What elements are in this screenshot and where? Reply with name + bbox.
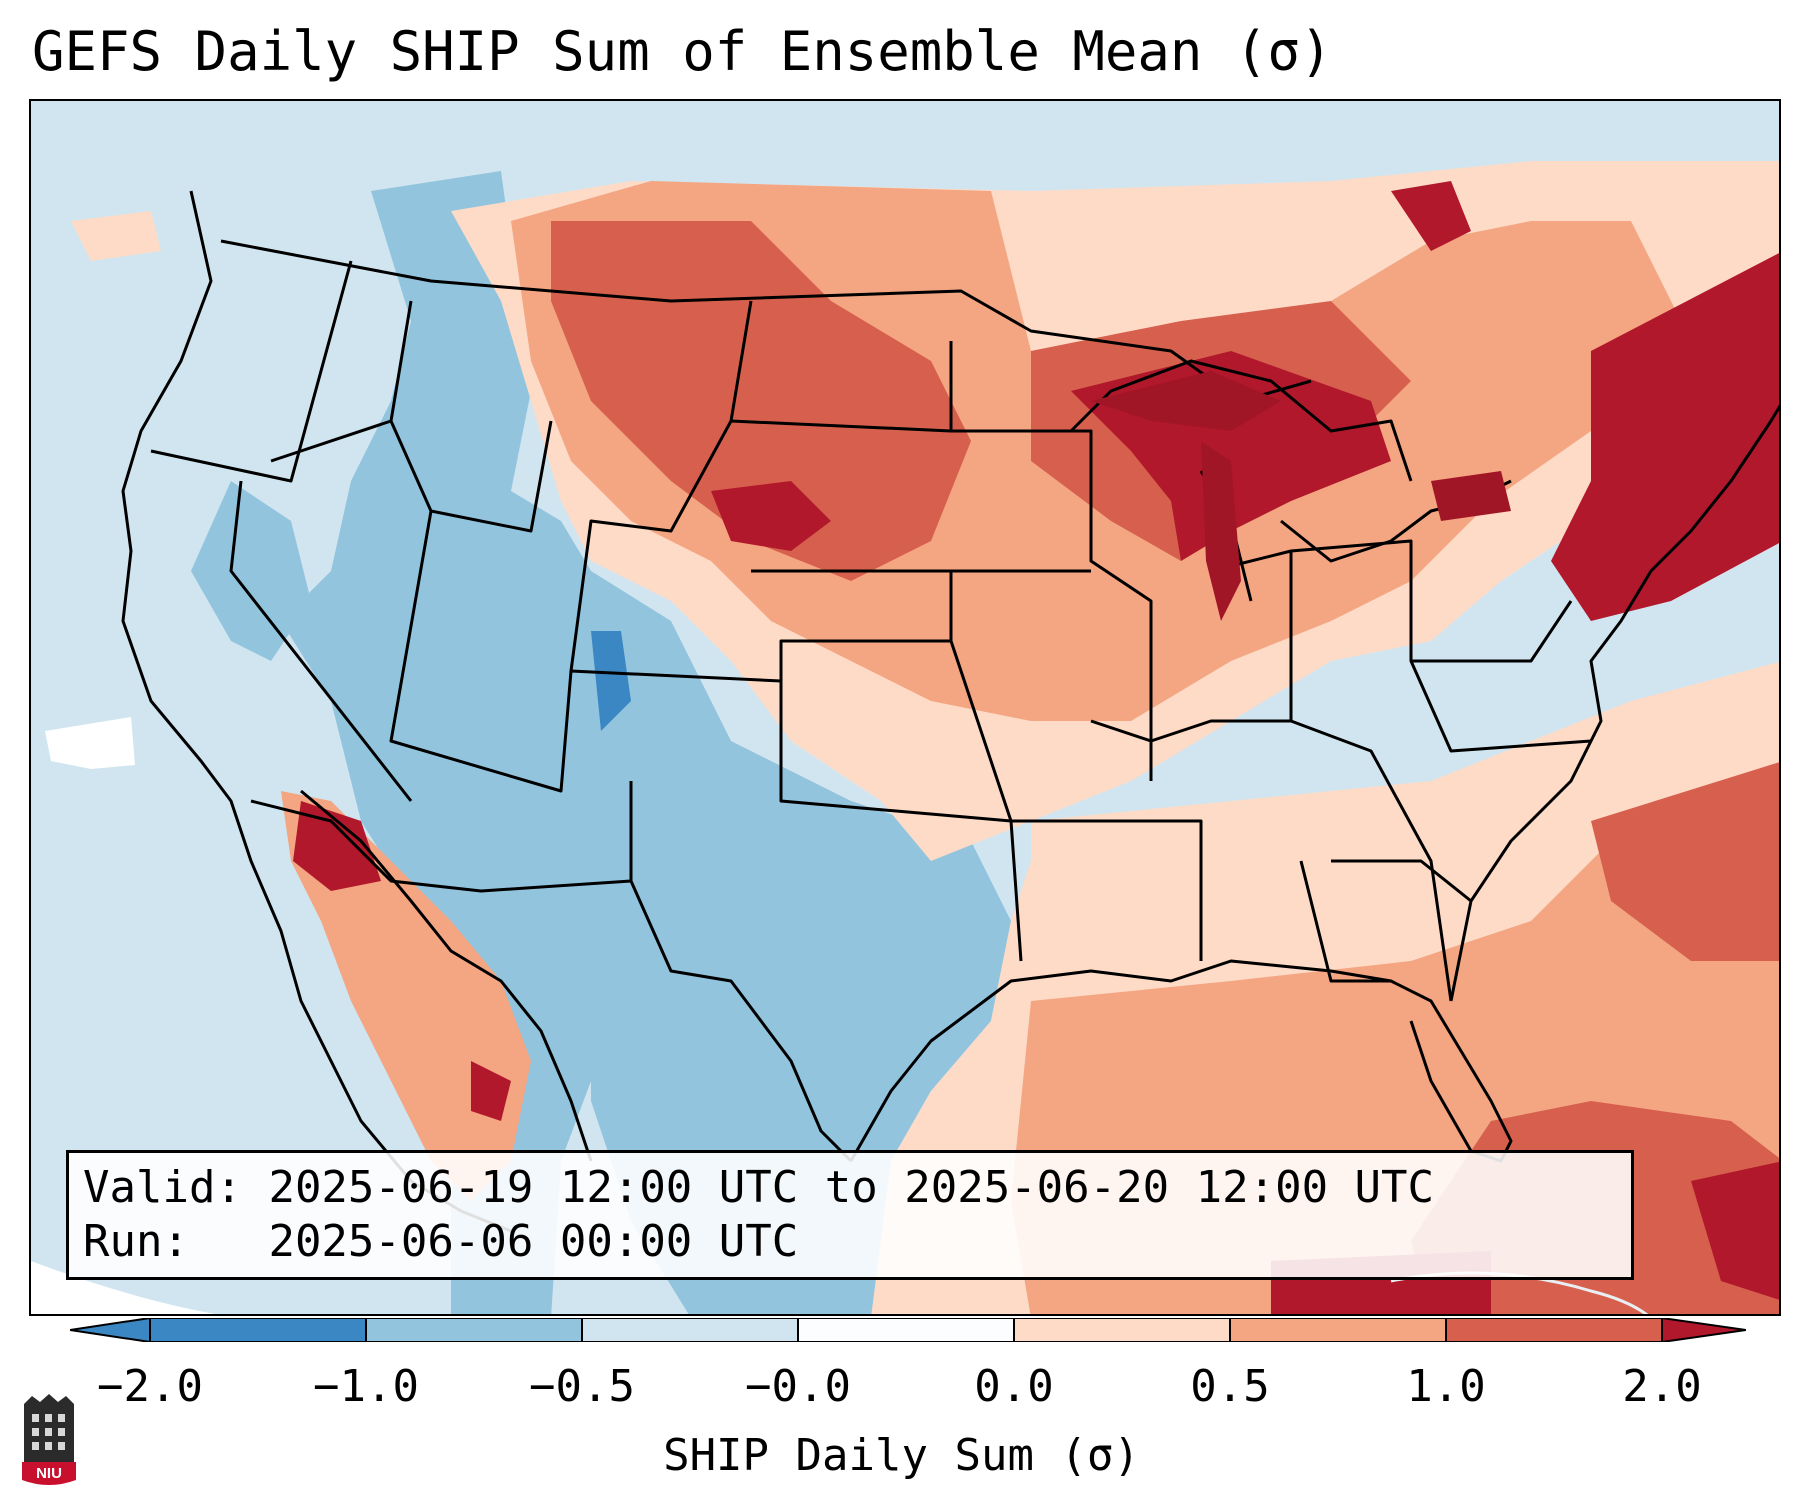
colorbar-tick-label: −2.0	[97, 1361, 203, 1412]
missing-data-patch	[45, 717, 135, 769]
lake-superior	[1091, 371, 1281, 431]
colorbar-extend-high	[1662, 1318, 1746, 1342]
region-strong-positive-atlantic	[1591, 762, 1779, 961]
atlantic-coastline	[1449, 404, 1779, 1002]
colorbar-tick-label: 1.0	[1406, 1361, 1486, 1412]
midwest-state-lines	[951, 429, 1453, 1002]
region-strong-positive-plains	[551, 221, 971, 581]
map-panel	[29, 99, 1781, 1316]
colorbar-segment	[1446, 1318, 1662, 1342]
us-mexico-border	[250, 799, 853, 1163]
valid-row: Valid: 2025-06-19 12:00 UTC to 2025-06-2…	[83, 1161, 1617, 1215]
colorbar-segment	[366, 1318, 582, 1342]
run-row: Run: 2025-06-06 00:00 UTC	[83, 1215, 1617, 1269]
valid-value: 2025-06-19 12:00 UTC to 2025-06-20 12:00…	[268, 1162, 1435, 1213]
eastern-state-lines	[1210, 539, 1592, 983]
map-svg	[31, 101, 1779, 1314]
valid-run-infobox: Valid: 2025-06-19 12:00 UTC to 2025-06-2…	[66, 1150, 1634, 1280]
colorbar	[70, 1318, 1746, 1342]
region-moderate-positive-mexico	[281, 791, 531, 1201]
projection-edge	[31, 1261, 216, 1314]
logo-banner	[22, 1462, 76, 1485]
region-strong-negative-colorado	[591, 631, 631, 731]
region-very-strong-positive-northeast	[1551, 253, 1779, 621]
colorbar-segment	[1230, 1318, 1446, 1342]
colorbar-ticks	[149, 1318, 1663, 1342]
run-value: 2025-06-06 00:00 UTC	[268, 1216, 799, 1267]
region-very-strong-positive-sinaloa	[471, 1061, 511, 1121]
pacific-coastline	[121, 190, 512, 1233]
colorbar-segment	[582, 1318, 798, 1342]
colorbar-label: SHIP Daily Sum (σ)	[663, 1430, 1140, 1481]
region-very-strong-positive-sd	[711, 481, 831, 551]
region-moderate-negative-west	[281, 171, 751, 1314]
colorbar-segment	[1014, 1318, 1230, 1342]
lake-ontario	[1431, 471, 1511, 521]
chart-title: GEFS Daily SHIP Sum of Ensemble Mean (σ)	[32, 20, 1333, 83]
baja-coastline	[300, 789, 593, 1162]
region-moderate-negative-nevada	[191, 481, 311, 661]
region-very-strong-positive-socal	[293, 801, 381, 891]
valid-label: Valid:	[83, 1162, 242, 1213]
run-label: Run:	[83, 1216, 189, 1267]
region-very-strong-positive-ontario	[1391, 181, 1471, 251]
colorbar-tick-label: −0.0	[745, 1361, 851, 1412]
colorbar-tick-label: 0.5	[1190, 1361, 1270, 1412]
colorbar-tick-label: 0.0	[974, 1361, 1054, 1412]
colorbar-tick-label: 2.0	[1622, 1361, 1702, 1412]
lake-michigan	[1201, 441, 1241, 621]
region-very-strong-positive-caribbean	[1691, 1161, 1779, 1300]
logo-text: NIU	[36, 1465, 62, 1482]
western-state-lines	[150, 260, 951, 802]
colorbar-segment	[150, 1318, 366, 1342]
region-weak-positive-pacific	[71, 211, 161, 261]
colorbar-extend-low	[70, 1318, 150, 1342]
colorbar-tick-label: −1.0	[313, 1361, 419, 1412]
colorbar-segment	[798, 1318, 1014, 1342]
niu-logo: NIU	[22, 1394, 76, 1485]
colorbar-tick-label: −0.5	[529, 1361, 635, 1412]
